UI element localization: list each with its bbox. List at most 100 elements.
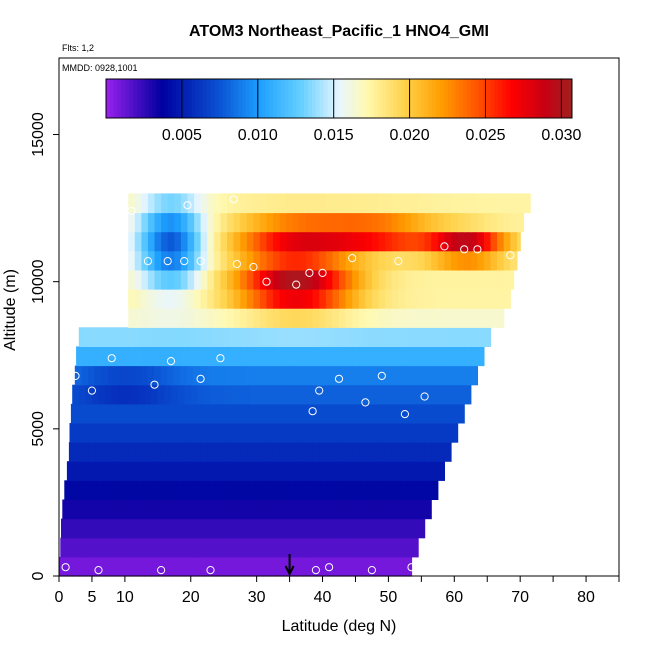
- field-cell: [398, 193, 406, 214]
- field-cell: [332, 499, 340, 520]
- field-cell: [233, 289, 241, 309]
- field-cell: [402, 537, 411, 558]
- field-cell: [379, 423, 387, 443]
- field-cell: [118, 556, 126, 577]
- field-cell: [91, 556, 100, 577]
- field-cell: [402, 461, 411, 481]
- field-cell: [147, 308, 156, 328]
- sample-point: [394, 257, 403, 266]
- field-cell: [352, 499, 360, 520]
- field-cell: [280, 346, 288, 367]
- x-tick-label: 40: [314, 589, 332, 606]
- field-cell: [362, 327, 370, 347]
- field-cell: [128, 231, 136, 252]
- field-cell: [122, 423, 130, 443]
- field-cell: [181, 423, 189, 443]
- field-cell: [229, 480, 237, 500]
- field-cell: [217, 556, 225, 577]
- field-cell: [233, 499, 241, 520]
- colorbar-segment: [544, 79, 550, 118]
- colorbar-segment: [447, 79, 453, 118]
- field-cell: [300, 346, 308, 367]
- field-cell: [310, 537, 318, 558]
- field-cell: [76, 346, 84, 367]
- field-cell: [337, 537, 345, 558]
- field-cell: [134, 269, 142, 290]
- colorbar-segment: [362, 79, 367, 118]
- field-cell: [325, 289, 333, 309]
- field-cell: [77, 403, 85, 424]
- field-cell: [457, 250, 465, 271]
- field-cell: [424, 250, 432, 271]
- field-cell: [68, 499, 77, 520]
- field-cell: [423, 518, 426, 539]
- field-cell: [240, 212, 248, 233]
- field-cell: [371, 250, 380, 271]
- field-cell: [350, 461, 358, 481]
- field-cell: [211, 537, 219, 558]
- field-cell: [288, 480, 296, 500]
- field-cell: [299, 212, 307, 233]
- field-cell: [292, 365, 300, 386]
- field-cell: [213, 193, 221, 214]
- colorbar-segment: [175, 79, 181, 118]
- field-cell: [371, 193, 380, 214]
- field-cell: [378, 442, 386, 462]
- field-cell: [188, 346, 196, 367]
- field-cell: [418, 423, 426, 443]
- field-cell: [266, 442, 274, 462]
- field-cell: [175, 346, 183, 367]
- field-cell: [154, 269, 162, 290]
- field-cell: [147, 365, 155, 386]
- field-cell: [234, 423, 242, 443]
- field-cell: [77, 480, 85, 500]
- colorbar-segment: [366, 79, 371, 118]
- field-cell: [289, 384, 297, 405]
- colorbar-segment: [552, 79, 557, 118]
- colorbar-segment: [533, 79, 538, 118]
- field-cell: [339, 212, 347, 233]
- field-cell: [213, 308, 221, 328]
- field-cell: [358, 212, 366, 233]
- field-cell: [266, 499, 274, 520]
- field-cell: [146, 537, 154, 558]
- field-cell: [185, 537, 193, 558]
- field-cell: [236, 556, 245, 577]
- field-cell: [410, 518, 418, 539]
- field-cell: [215, 480, 223, 500]
- field-cell: [120, 365, 129, 386]
- field-cell: [149, 480, 158, 500]
- field-cell: [80, 461, 88, 481]
- field-cell: [396, 537, 404, 558]
- field-cell: [323, 537, 331, 558]
- field-cell: [213, 269, 221, 290]
- field-cell: [273, 308, 281, 328]
- field-cell: [174, 231, 182, 252]
- y-tick-label: 10000: [30, 259, 47, 304]
- field-cell: [187, 250, 195, 271]
- field-cell: [306, 250, 314, 271]
- field-cell: [200, 442, 208, 462]
- field-cell: [130, 403, 138, 424]
- field-cell: [391, 193, 399, 214]
- field-cell: [180, 231, 189, 252]
- field-cell: [154, 193, 162, 214]
- field-cell: [238, 537, 246, 558]
- sample-point: [196, 257, 205, 266]
- field-cell: [398, 442, 406, 462]
- field-cell: [279, 365, 287, 386]
- field-cell: [164, 556, 172, 577]
- field-cell: [418, 499, 426, 520]
- field-cell: [131, 384, 139, 405]
- field-cell: [78, 556, 86, 577]
- field-cell: [141, 231, 149, 252]
- field-cell: [385, 346, 393, 367]
- field-cell: [93, 461, 101, 481]
- field-cell: [236, 384, 245, 405]
- x-tick-label: 50: [380, 589, 398, 606]
- field-cell: [467, 327, 475, 347]
- field-cell: [365, 193, 373, 214]
- field-cell: [359, 423, 367, 443]
- field-cell: [284, 461, 292, 481]
- field-cell: [200, 212, 208, 233]
